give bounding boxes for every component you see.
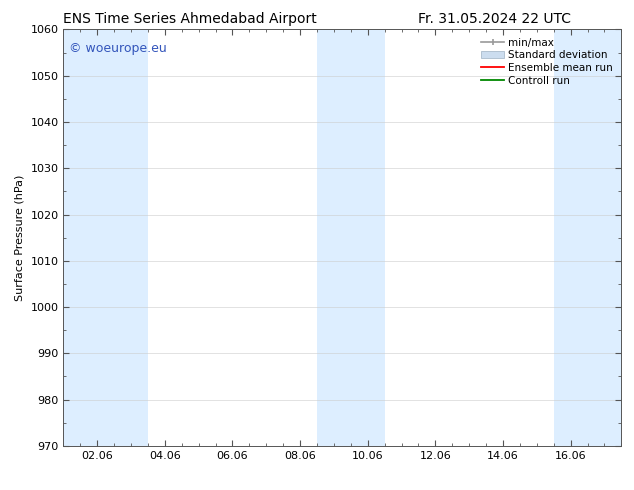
Bar (63, 29, 148, 446)
Y-axis label: Surface Pressure (hPa): Surface Pressure (hPa) (15, 174, 25, 301)
Text: © woeurope.eu: © woeurope.eu (69, 42, 167, 55)
Legend: min/max, Standard deviation, Ensemble mean run, Controll run: min/max, Standard deviation, Ensemble me… (478, 35, 616, 89)
Bar (317, 29, 385, 446)
Text: Fr. 31.05.2024 22 UTC: Fr. 31.05.2024 22 UTC (418, 12, 571, 26)
Text: ENS Time Series Ahmedabad Airport: ENS Time Series Ahmedabad Airport (63, 12, 317, 26)
Bar (553, 29, 621, 446)
